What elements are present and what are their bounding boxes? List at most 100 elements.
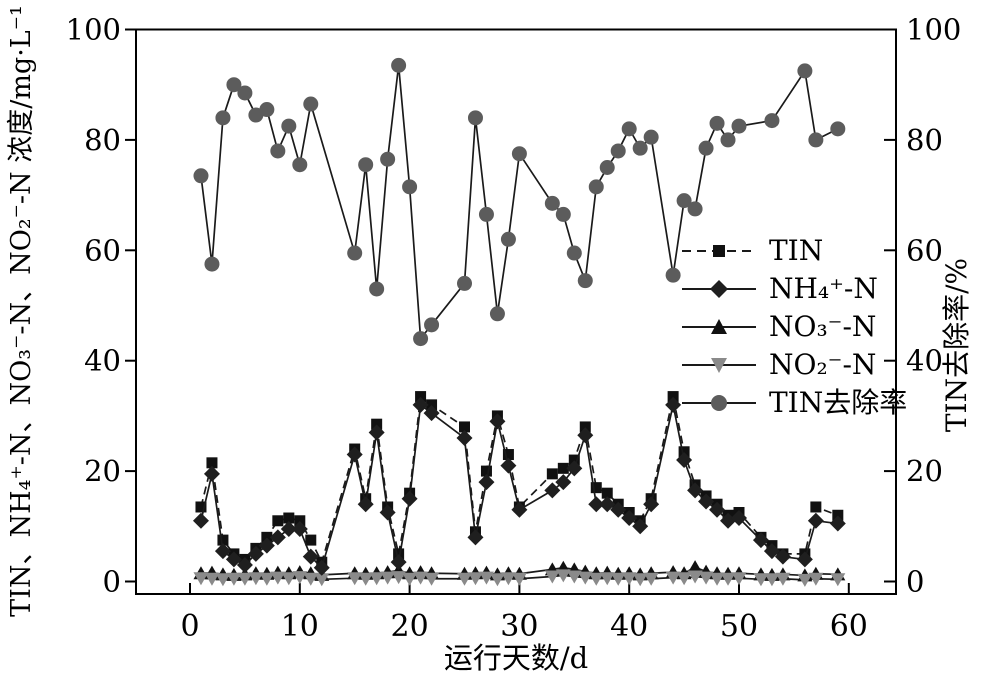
data-point-marker xyxy=(610,501,627,518)
legend-item-no3: NO₃⁻-N xyxy=(680,308,907,346)
data-point-marker xyxy=(808,572,824,586)
data-point-marker xyxy=(391,571,407,585)
data-point-marker xyxy=(763,543,780,560)
data-point-marker xyxy=(402,572,418,586)
data-point-marker xyxy=(709,572,725,586)
data-point-marker xyxy=(269,529,286,546)
data-point-marker xyxy=(294,515,306,527)
data-point-marker xyxy=(391,57,407,73)
data-point-marker xyxy=(643,129,659,145)
data-point-marker xyxy=(283,512,295,524)
data-point-marker xyxy=(424,317,440,333)
data-point-marker xyxy=(676,193,692,209)
data-point-marker xyxy=(206,457,218,469)
data-point-marker xyxy=(588,179,604,195)
data-point-marker xyxy=(546,468,558,480)
data-point-marker xyxy=(347,572,363,586)
removal-marker-icon xyxy=(682,395,756,411)
data-point-marker xyxy=(401,490,418,507)
series-removal-rate xyxy=(193,57,846,347)
data-point-marker xyxy=(502,449,514,461)
data-point-marker xyxy=(259,572,275,586)
data-point-marker xyxy=(237,572,253,586)
data-point-marker xyxy=(568,454,580,466)
tin-marker-icon xyxy=(682,245,756,257)
data-point-marker xyxy=(566,570,582,584)
data-point-marker xyxy=(413,331,429,347)
data-point-marker xyxy=(281,572,297,586)
no2-marker-icon xyxy=(682,358,756,373)
data-point-marker xyxy=(731,510,747,527)
data-point-marker xyxy=(687,570,703,584)
data-point-marker xyxy=(204,572,220,586)
axis-ticks: 0 10 20 30 40 50 60 0 20 40 60 80 100 0 20 40 60 80 100 xyxy=(66,13,962,645)
legend-item-no2: NO₂⁻-N xyxy=(680,346,907,384)
data-point-marker xyxy=(357,496,374,513)
data-point-marker xyxy=(665,571,681,585)
data-point-marker xyxy=(579,421,591,433)
x-tick-label: 60 xyxy=(830,609,868,644)
data-point-marker xyxy=(577,571,593,585)
data-point-marker xyxy=(291,521,308,538)
data-point-marker xyxy=(643,496,660,513)
data-point-marker xyxy=(665,267,681,283)
data-point-marker xyxy=(426,399,438,411)
data-point-marker xyxy=(358,572,374,586)
data-point-marker xyxy=(379,504,396,521)
x-tick-label: 50 xyxy=(720,609,758,644)
y-left-tick-label: 60 xyxy=(84,233,121,267)
data-point-marker xyxy=(478,474,495,491)
data-point-marker xyxy=(281,118,297,134)
data-point-marker xyxy=(467,529,484,546)
data-point-marker xyxy=(599,160,615,175)
data-point-marker xyxy=(753,573,769,587)
data-point-marker xyxy=(752,532,769,549)
data-point-marker xyxy=(544,482,561,499)
data-point-marker xyxy=(280,521,297,538)
data-point-marker xyxy=(797,573,813,587)
data-point-marker xyxy=(303,572,319,586)
data-point-marker xyxy=(599,572,615,586)
data-point-marker xyxy=(511,501,528,518)
data-point-marker xyxy=(214,543,231,560)
data-point-marker xyxy=(467,572,483,586)
x-axis-title: 运行天数/d xyxy=(444,641,588,675)
data-point-marker xyxy=(610,143,626,159)
data-point-marker xyxy=(393,548,405,560)
y-left-tick-label: 40 xyxy=(84,344,121,378)
data-point-marker xyxy=(358,157,374,173)
data-point-marker xyxy=(192,512,209,529)
data-point-marker xyxy=(369,281,385,297)
data-point-marker xyxy=(588,496,605,513)
nh4-marker-icon xyxy=(682,280,756,298)
data-point-marker xyxy=(457,572,472,586)
legend-item-tin: TIN xyxy=(680,232,907,270)
data-point-marker xyxy=(478,571,494,585)
data-point-marker xyxy=(720,132,736,148)
data-point-marker xyxy=(480,465,492,477)
data-point-marker xyxy=(808,132,824,148)
data-point-marker xyxy=(676,452,693,469)
data-point-marker xyxy=(292,571,308,585)
data-point-marker xyxy=(764,113,780,129)
data-point-marker xyxy=(555,206,571,222)
y-left-axis-title: TIN、NH₄⁺-N、NO₃⁻-N、NO₂⁻-N 浓度/mg·L⁻¹ xyxy=(6,5,37,617)
data-point-marker xyxy=(687,201,703,217)
data-point-marker xyxy=(577,273,593,289)
y-right-tick-label: 60 xyxy=(906,233,943,267)
x-tick-label: 20 xyxy=(391,609,429,644)
data-point-marker xyxy=(371,418,383,430)
data-point-marker xyxy=(489,306,505,322)
data-point-marker xyxy=(566,460,583,477)
data-point-marker xyxy=(489,413,506,430)
data-point-marker xyxy=(313,559,330,576)
data-point-marker xyxy=(459,421,470,433)
plot-border xyxy=(135,28,897,595)
data-point-marker xyxy=(810,501,822,513)
y-right-tick-label: 0 xyxy=(906,565,924,599)
data-point-marker xyxy=(731,572,747,586)
data-point-marker xyxy=(226,572,242,586)
data-point-marker xyxy=(467,110,483,126)
data-point-marker xyxy=(303,96,319,112)
data-point-marker xyxy=(709,115,725,131)
